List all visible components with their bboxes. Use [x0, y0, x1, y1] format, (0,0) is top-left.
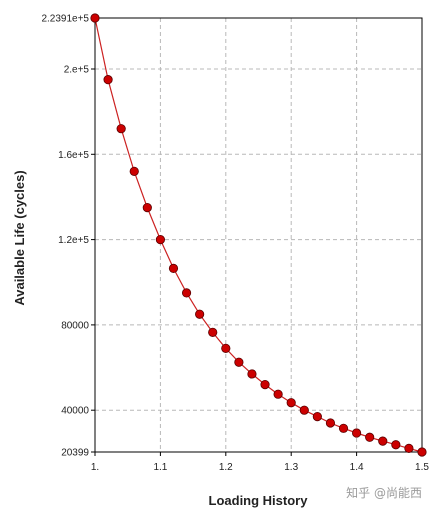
data-point — [221, 343, 231, 353]
data-point — [299, 405, 309, 415]
y-tick-label: 40000 — [61, 406, 89, 417]
tick-labels: 1. 1.1 1.2 1.3 1.4 1.5 20399 40000 80000 1.2e+5 1.… — [41, 14, 429, 474]
data-point — [351, 428, 362, 438]
plot-frame — [94, 17, 423, 453]
data-point — [142, 203, 152, 213]
watermark: 知乎 @尚能西 — [346, 486, 422, 500]
data-point — [273, 389, 283, 399]
y-tick-label: 1.2e+5 — [58, 235, 89, 246]
grid — [95, 18, 422, 452]
data-point — [417, 447, 427, 457]
data-point — [247, 369, 257, 379]
data-point — [195, 309, 205, 319]
plot-background — [95, 18, 422, 452]
data-point — [365, 432, 375, 442]
data-point — [103, 75, 113, 85]
data-point — [234, 357, 244, 367]
x-tick-label: 1.2 — [219, 462, 233, 473]
y-tick-label: 2.e+5 — [64, 64, 90, 75]
data-point — [404, 443, 414, 453]
data-point — [378, 436, 388, 446]
x-axis-title: Loading History — [209, 493, 309, 508]
data-point — [391, 440, 401, 450]
data-point — [208, 327, 218, 337]
data-point — [338, 423, 349, 433]
data-point — [312, 411, 322, 422]
data-point — [260, 380, 270, 390]
y-axis-title: Available Life (cycles) — [12, 170, 27, 305]
series — [90, 13, 427, 457]
y-tick-label: 80000 — [61, 320, 89, 331]
data-point — [90, 13, 100, 23]
x-tick-label: 1.4 — [350, 462, 364, 473]
x-tick-label: 1. — [91, 462, 99, 473]
x-tick-label: 1.5 — [415, 462, 429, 473]
y-tick-label: 2.2391e+5 — [41, 14, 89, 25]
data-point — [116, 124, 126, 134]
x-tick-label: 1.1 — [153, 462, 167, 473]
data-point — [168, 263, 179, 273]
data-point — [325, 418, 336, 428]
data-point — [129, 166, 139, 176]
data-point — [286, 398, 296, 408]
y-tick-label: 1.6e+5 — [58, 150, 89, 161]
data-point — [181, 288, 192, 298]
x-tick-label: 1.3 — [284, 462, 298, 473]
data-point — [155, 234, 165, 245]
y-tick-label: 20399 — [61, 448, 89, 459]
